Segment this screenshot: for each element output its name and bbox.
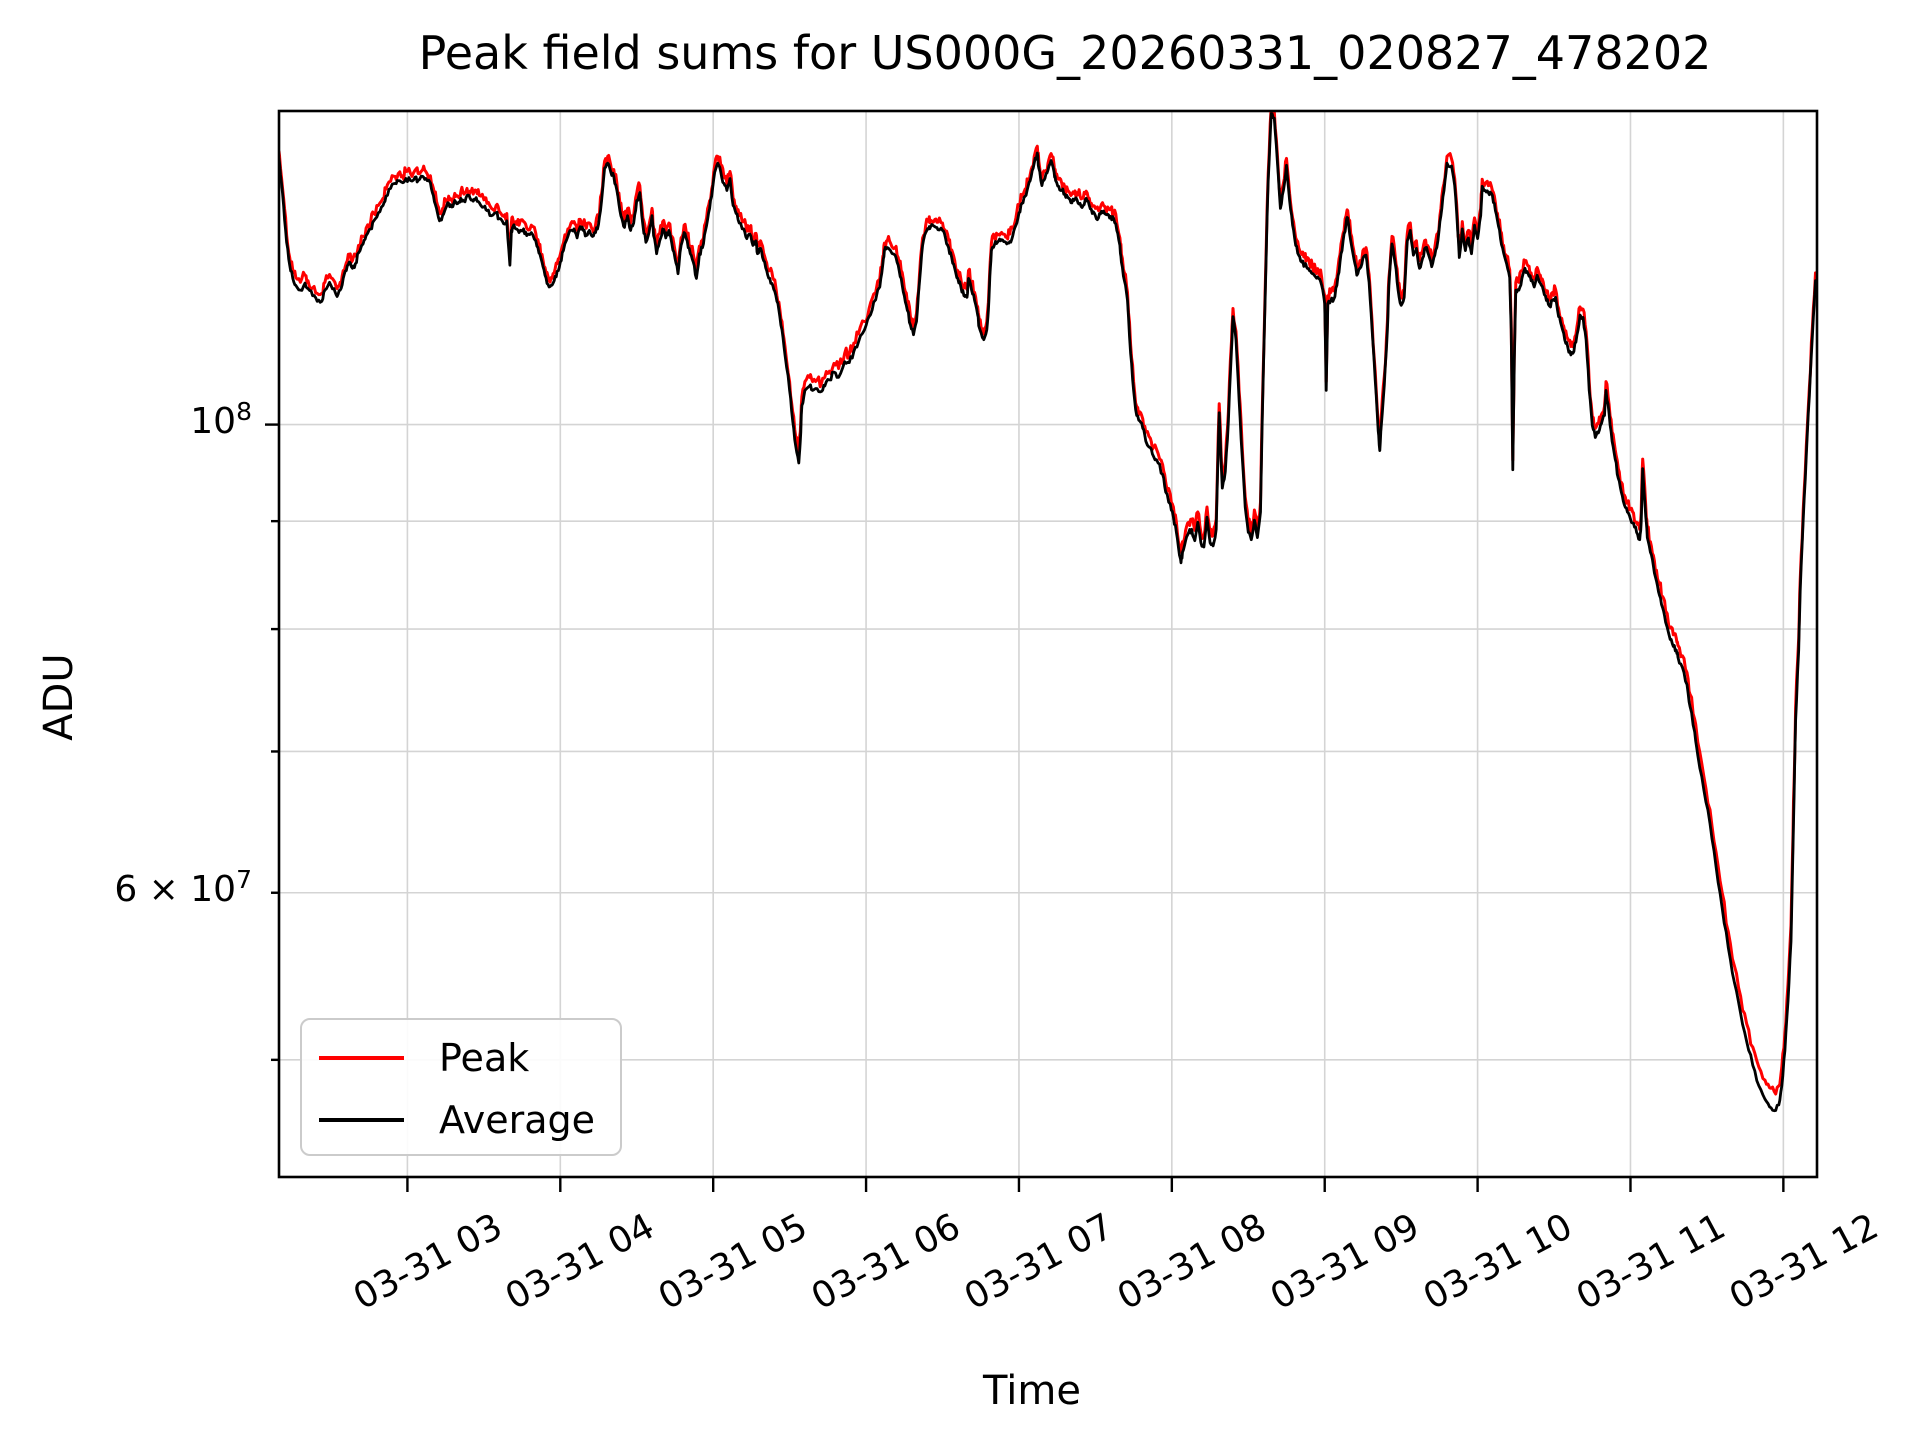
legend-entry-average: Average: [302, 1100, 620, 1140]
legend: Peak Average: [300, 1018, 622, 1156]
y-axis-label: ADU: [36, 653, 82, 741]
tick-marks: [265, 423, 1785, 1192]
gridlines: [279, 111, 1817, 1177]
y-tick-coefficient: 6 ×: [114, 868, 191, 910]
y-tick-exponent: 7: [236, 864, 252, 894]
y-tick-base: 10: [190, 868, 237, 910]
legend-line-sample-average: [319, 1118, 404, 1122]
x-axis-label: Time: [983, 1368, 1081, 1414]
y-tick-base: 10: [190, 400, 237, 442]
axes-spines: [277, 109, 1819, 1179]
y-tick-label-1e8: 108: [190, 397, 252, 442]
legend-label-average: Average: [439, 1098, 596, 1142]
legend-entry-peak: Peak: [302, 1038, 620, 1078]
chart-title: Peak field sums for US000G_20260331_0208…: [418, 26, 1712, 80]
legend-label-peak: Peak: [439, 1036, 530, 1080]
y-tick-exponent: 8: [236, 396, 252, 426]
average-series-line: [279, 112, 1817, 1113]
peak-series-line: [279, 111, 1817, 1096]
series-lines: [279, 111, 1817, 1113]
legend-line-sample-peak: [319, 1056, 404, 1060]
y-tick-label-6e7: 6 × 107: [114, 865, 252, 910]
